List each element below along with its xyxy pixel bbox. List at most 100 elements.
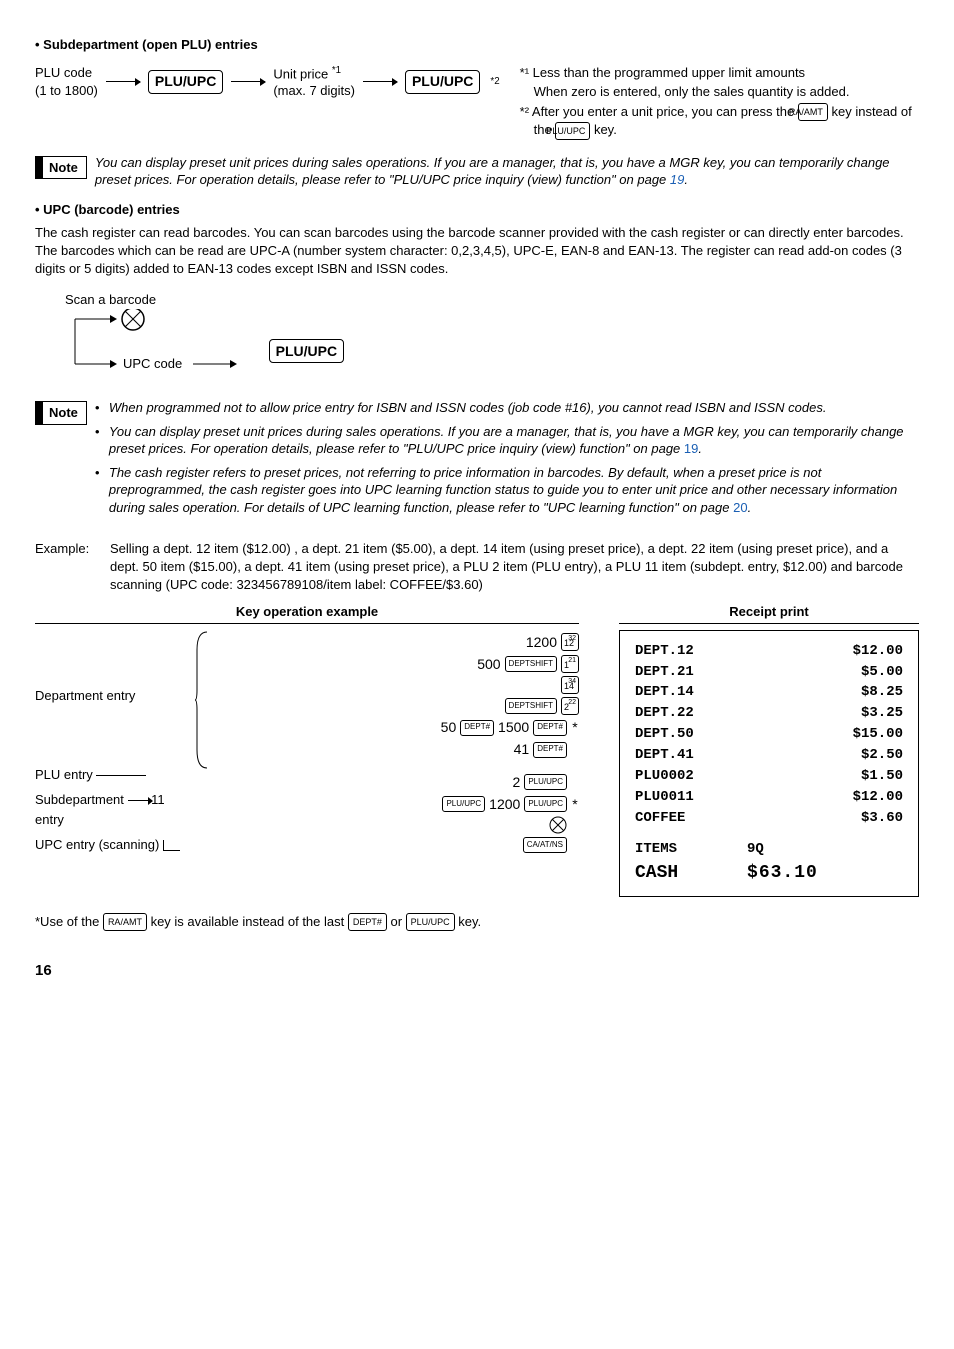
receipt-price: $15.00	[779, 724, 904, 745]
dept-entry-label: Department entry	[35, 687, 195, 705]
footnote-1a: *¹ Less than the programmed upper limit …	[520, 64, 919, 82]
flow-and-footnotes: PLU code (1 to 1800) PLU/UPC Unit price …	[35, 64, 919, 142]
receipt-heading: Receipt print	[619, 603, 919, 624]
receipt-item: DEPT.12	[634, 641, 779, 662]
receipt-price: $3.25	[779, 703, 904, 724]
note-badge: Note	[35, 401, 87, 425]
note-2-item: The cash register refers to preset price…	[95, 464, 919, 517]
star: *	[571, 718, 579, 737]
pluupc-key: PLU/UPC	[269, 339, 344, 363]
footnote-ref: *1	[332, 65, 341, 76]
note-1-body: You can display preset unit prices durin…	[95, 154, 919, 189]
receipt-price: $12.00	[779, 787, 904, 808]
dept-num-key: DEPT#	[348, 913, 387, 931]
footnote-text: or	[387, 914, 406, 929]
items-qty: 9Q	[717, 839, 904, 860]
receipt-box: DEPT.12$12.00DEPT.21$5.00DEPT.14$8.25DEP…	[619, 630, 919, 897]
unit-price-sub: (max. 7 digits)	[273, 83, 355, 98]
note-2-body: When programmed not to allow price entry…	[95, 399, 919, 522]
footnote-text: key.	[455, 914, 482, 929]
plu-code-range: (1 to 1800)	[35, 83, 98, 98]
num: 1500	[498, 718, 529, 737]
note-2-item: When programmed not to allow price entry…	[95, 399, 919, 417]
dept-key: 222	[561, 697, 579, 715]
subdept-entry-label: Subdepartment 11	[35, 791, 195, 809]
items-label: ITEMS	[634, 839, 717, 860]
entry-word-label: entry	[35, 811, 195, 829]
receipt-item: DEPT.50	[634, 724, 779, 745]
footnote-2-end: key.	[590, 122, 617, 137]
note-1-text: You can display preset unit prices durin…	[95, 155, 890, 188]
caatns-key: CA/AT/NS	[523, 837, 567, 853]
footnote-ref: *2	[490, 75, 499, 88]
page-number: 16	[35, 961, 919, 981]
pluupc-key-tiny: PLU/UPC	[524, 796, 567, 812]
star: *	[571, 795, 579, 814]
upc-body: The cash register can read barcodes. You…	[35, 224, 919, 277]
receipt-item: DEPT.22	[634, 703, 779, 724]
raamt-key: RA/AMT	[103, 913, 147, 931]
page-ref-link[interactable]: 19	[670, 172, 684, 187]
footnote-2-text: *² After you enter a unit price, you can…	[520, 104, 798, 119]
dept-num-key: DEPT#	[460, 720, 494, 736]
unit-price-label: Unit price	[273, 66, 328, 81]
receipt-item: PLU0011	[634, 787, 779, 808]
cash-amount: $63.10	[717, 860, 904, 886]
upc-heading: • UPC (barcode) entries	[35, 201, 919, 219]
receipt-item: COFFEE	[634, 808, 779, 829]
deptshift-key: DEPTSHIFT	[505, 698, 557, 714]
pluupc-key: PLU/UPC	[405, 70, 480, 94]
receipt-item: DEPT.41	[634, 745, 779, 766]
pluupc-key-tiny: PLU/UPC	[524, 774, 567, 790]
note-2-text: The cash register refers to preset price…	[109, 465, 897, 515]
arrow	[363, 81, 397, 82]
receipt-item: DEPT.14	[634, 682, 779, 703]
receipt-item: PLU0002	[634, 766, 779, 787]
note-badge: Note	[35, 156, 87, 180]
pluupc-key-tiny: PLU/UPC	[442, 796, 485, 812]
upc-entry-label: UPC entry (scanning)	[35, 836, 195, 854]
note-1-end: .	[684, 172, 688, 187]
num: 500	[477, 655, 500, 674]
arrow	[231, 81, 265, 82]
deptshift-key: DEPTSHIFT	[505, 656, 557, 672]
example-body: Selling a dept. 12 item ($12.00) , a dep…	[110, 540, 919, 593]
note-2-item: You can display preset unit prices durin…	[95, 423, 919, 458]
num: 50	[441, 718, 457, 737]
footnote-text: key is available instead of the last	[147, 914, 348, 929]
dept-num-key: DEPT#	[533, 742, 567, 758]
dept-key: 121	[561, 655, 579, 673]
receipt-price: $2.50	[779, 745, 904, 766]
receipt-price: $3.60	[779, 808, 904, 829]
receipt-price: $8.25	[779, 682, 904, 703]
pluupc-key-sm: PLU/UPC	[555, 122, 590, 140]
receipt-price: $1.50	[779, 766, 904, 787]
num: 1200	[526, 633, 557, 652]
svg-text:UPC code: UPC code	[123, 356, 182, 371]
dept-num-key: DEPT#	[533, 720, 567, 736]
page-ref-link[interactable]: 19	[684, 441, 698, 456]
plu-flow: PLU code (1 to 1800) PLU/UPC Unit price …	[35, 64, 500, 100]
note-2-text: .	[698, 441, 702, 456]
footnote-2: *² After you enter a unit price, you can…	[520, 103, 919, 140]
num: 2	[513, 773, 521, 792]
dept-key: 1434	[561, 676, 579, 694]
page-ref-link[interactable]: 20	[733, 500, 747, 515]
arrow	[106, 81, 140, 82]
bottom-footnote: *Use of the RA/AMT key is available inst…	[35, 913, 919, 932]
example-row: Example: Selling a dept. 12 item ($12.00…	[35, 540, 919, 593]
plu-code-label: PLU code	[35, 65, 92, 80]
note-1: Note You can display preset unit prices …	[35, 154, 919, 189]
subdept-heading: • Subdepartment (open PLU) entries	[35, 36, 919, 54]
note-2-text: .	[748, 500, 752, 515]
footnote-1b: When zero is entered, only the sales qua…	[520, 83, 919, 101]
num: 1200	[489, 795, 520, 814]
cash-label: CASH	[634, 860, 717, 886]
keyop-heading: Key operation example	[35, 603, 579, 624]
pluupc-key: PLU/UPC	[148, 70, 223, 94]
plu-entry-label: PLU entry	[35, 766, 195, 784]
scan-icon	[549, 816, 567, 834]
note-2: Note When programmed not to allow price …	[35, 399, 919, 522]
receipt-price: $5.00	[779, 662, 904, 683]
note-2-text: You can display preset unit prices durin…	[109, 424, 904, 457]
